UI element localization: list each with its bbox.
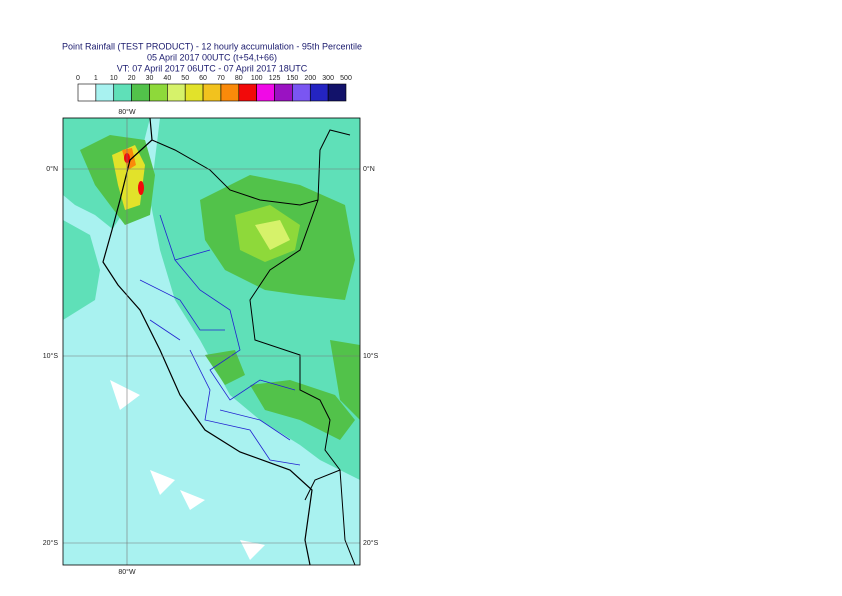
lon-label: 80°W bbox=[118, 108, 136, 116]
colorbar-label: 100 bbox=[251, 75, 263, 82]
colorbar-label: 70 bbox=[217, 75, 225, 82]
colorbar-label: 20 bbox=[128, 75, 136, 82]
title-line: Point Rainfall (TEST PRODUCT) - 12 hourl… bbox=[62, 41, 362, 51]
rain-area bbox=[330, 340, 360, 420]
rain-area bbox=[255, 220, 290, 250]
colorbar-label: 30 bbox=[146, 75, 154, 82]
colorbar-label: 200 bbox=[304, 75, 316, 82]
rain-area bbox=[63, 220, 100, 320]
map-frame bbox=[62, 117, 361, 566]
colorbar-box bbox=[113, 83, 132, 102]
colorbar-label: 40 bbox=[163, 75, 171, 82]
colorbar-label: 0 bbox=[76, 75, 80, 82]
colorbar-box bbox=[238, 83, 257, 102]
colorbar-box bbox=[202, 83, 222, 102]
region-border bbox=[139, 214, 301, 466]
colorbar-label: 300 bbox=[322, 75, 334, 82]
lat-label: 0°N bbox=[363, 165, 375, 173]
colorbar-label: 500 bbox=[340, 75, 352, 82]
lat-label: 0°N bbox=[46, 165, 58, 173]
lat-label: 20°S bbox=[363, 539, 379, 547]
colorbar-label: 50 bbox=[181, 75, 189, 82]
colorbar-box bbox=[149, 83, 168, 102]
colorbar-box bbox=[131, 83, 150, 102]
colorbar-box bbox=[327, 83, 347, 102]
rain-area bbox=[205, 350, 245, 385]
coastline bbox=[102, 118, 313, 565]
colorbar-label: 125 bbox=[269, 75, 281, 82]
colorbar-box bbox=[220, 83, 240, 102]
country-border bbox=[151, 129, 356, 565]
lat-label: 10°S bbox=[43, 352, 59, 360]
lon-label: 80°W bbox=[118, 568, 136, 576]
rain-area bbox=[112, 145, 145, 210]
colorbar-label: 80 bbox=[235, 75, 243, 82]
colorbar-box bbox=[274, 83, 293, 102]
rain-area bbox=[138, 181, 144, 195]
map bbox=[63, 118, 360, 565]
colorbar-box bbox=[309, 83, 329, 102]
lat-label: 10°S bbox=[363, 352, 379, 360]
title-line: VT: 07 April 2017 06UTC - 07 April 2017 … bbox=[117, 63, 308, 73]
colorbar-box bbox=[184, 83, 204, 102]
colorbar-box bbox=[167, 83, 186, 102]
colorbar-box bbox=[256, 83, 275, 102]
colorbar-box bbox=[77, 83, 97, 102]
colorbar-box bbox=[292, 83, 311, 102]
colorbar: 0 1 10 20 30 40 50 60 70 80 100 125 150 200 300 500 bbox=[76, 75, 352, 102]
lat-label: 20°S bbox=[43, 539, 59, 547]
title-line: 05 April 2017 00UTC (t+54,t+66) bbox=[147, 52, 277, 62]
colorbar-label: 150 bbox=[287, 75, 299, 82]
colorbar-box bbox=[95, 83, 115, 102]
dry-area bbox=[110, 380, 265, 560]
colorbar-label: 1 bbox=[94, 75, 98, 82]
colorbar-label: 60 bbox=[199, 75, 207, 82]
colorbar-label: 10 bbox=[110, 75, 118, 82]
